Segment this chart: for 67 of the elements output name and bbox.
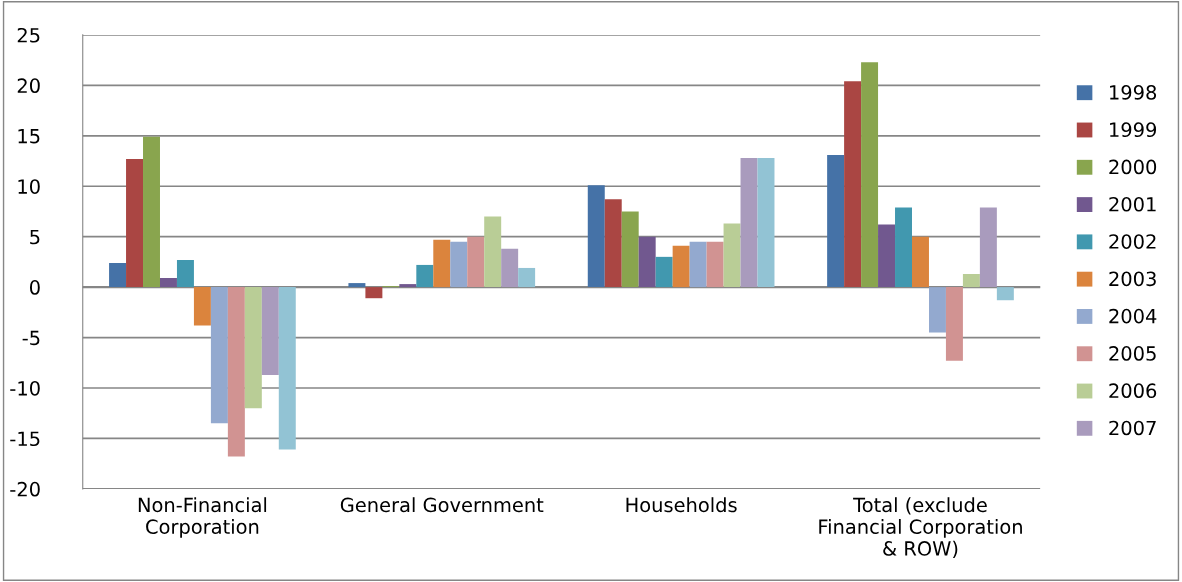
bar	[143, 136, 160, 288]
bar	[672, 245, 690, 288]
bar	[126, 159, 144, 288]
bar	[655, 256, 673, 288]
bar	[587, 185, 605, 288]
bar	[348, 283, 366, 288]
bar	[484, 216, 502, 288]
bar	[416, 264, 434, 288]
bar	[895, 207, 912, 288]
bar	[227, 287, 245, 457]
legend-label: 2006	[1109, 383, 1157, 399]
bar	[962, 274, 980, 288]
bar	[861, 62, 879, 288]
bar	[501, 248, 519, 288]
x-tick-label: Non-Financial Corporation	[138, 497, 267, 538]
y-tick-label: -10	[10, 380, 40, 396]
x-tick-label: Households	[626, 497, 737, 513]
bar	[109, 262, 127, 288]
bar	[689, 241, 707, 288]
x-tick-label: Total (exclude Financial Corporation & ROW)	[819, 497, 1022, 559]
bar	[467, 236, 485, 288]
bar	[827, 154, 845, 288]
bar	[723, 223, 741, 288]
bar	[740, 157, 758, 288]
y-tick-label: 20	[17, 78, 40, 94]
bar	[928, 287, 946, 333]
bar	[210, 287, 228, 424]
bar	[399, 284, 417, 288]
bar	[878, 224, 896, 288]
y-tick-label: -15	[10, 431, 40, 447]
x-tick-label: General Government	[340, 497, 544, 513]
bar	[433, 239, 451, 288]
legend-label: 1999	[1110, 122, 1157, 138]
bar	[706, 241, 724, 288]
legend-label: 2001	[1109, 196, 1156, 212]
bar	[365, 287, 383, 299]
legend-label: 2007	[1109, 420, 1156, 436]
bar	[912, 236, 929, 288]
bar	[193, 287, 211, 326]
bar	[261, 287, 279, 375]
bar	[604, 199, 622, 288]
legend-label: 2002	[1109, 234, 1156, 249]
bar	[518, 267, 536, 288]
y-tick-label: 0	[29, 280, 40, 295]
y-tick-label: -20	[10, 481, 40, 497]
bar	[621, 211, 639, 288]
y-tick-label: -5	[22, 330, 40, 346]
legend-label: 2005	[1109, 346, 1156, 361]
bar	[176, 259, 194, 288]
bar	[979, 207, 997, 288]
y-tick-label: 25	[17, 27, 40, 43]
bar	[996, 287, 1014, 301]
bar	[844, 81, 862, 288]
bar	[638, 236, 656, 288]
legend-label: 2004	[1109, 308, 1157, 324]
bar	[278, 287, 296, 450]
legend-label: 1998	[1110, 85, 1157, 100]
y-tick-label: 5	[30, 229, 40, 245]
bar	[450, 241, 468, 288]
bar	[244, 287, 262, 409]
y-tick-label: 10	[18, 179, 40, 194]
bar	[945, 287, 963, 361]
legend-label: 2003	[1109, 271, 1156, 287]
bar	[757, 157, 775, 288]
y-tick-label: 15	[18, 129, 40, 144]
legend-label: 2000	[1109, 159, 1157, 175]
bar	[159, 278, 177, 288]
